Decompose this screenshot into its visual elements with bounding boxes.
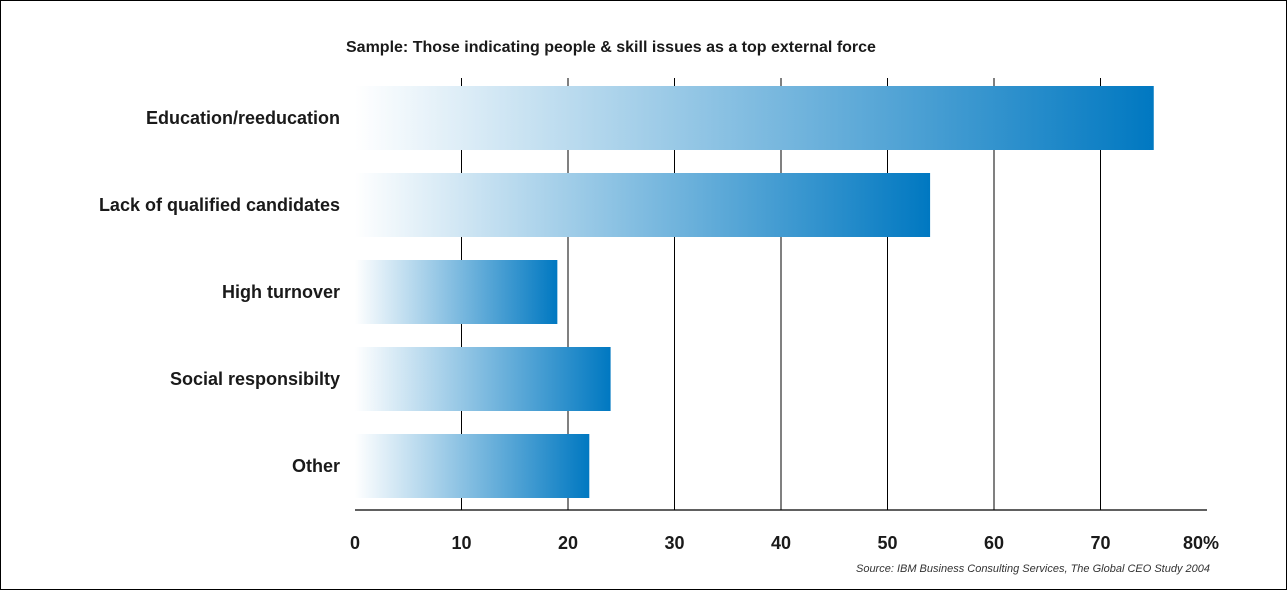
category-labels: Education/reeducation Lack of qualified c… — [99, 108, 340, 476]
chart-title: Sample: Those indicating people & skill … — [346, 39, 876, 56]
category-label: Other — [292, 456, 340, 476]
category-label: Social responsibilty — [170, 369, 340, 389]
bar — [355, 86, 1154, 150]
x-tick-label: 60 — [984, 533, 1004, 553]
x-tick-label: 0 — [350, 533, 360, 553]
x-axis-tick-labels: 0 10 20 30 40 50 60 70 80% — [350, 533, 1219, 553]
category-label: High turnover — [222, 282, 340, 302]
bar — [355, 260, 558, 324]
bar — [355, 434, 590, 498]
x-tick-label: 20 — [558, 533, 578, 553]
category-label: Lack of qualified candidates — [99, 195, 340, 215]
x-tick-label: 40 — [771, 533, 791, 553]
x-tick-label: 10 — [451, 533, 471, 553]
bars — [355, 86, 1154, 498]
source-note: Source: IBM Business Consulting Services… — [856, 563, 1210, 575]
x-tick-label: 30 — [664, 533, 684, 553]
x-tick-label: 50 — [877, 533, 897, 553]
x-tick-label: 70 — [1090, 533, 1110, 553]
category-label: Education/reeducation — [146, 108, 340, 128]
bar — [355, 173, 931, 237]
bar — [355, 347, 611, 411]
x-tick-label: 80% — [1183, 533, 1219, 553]
